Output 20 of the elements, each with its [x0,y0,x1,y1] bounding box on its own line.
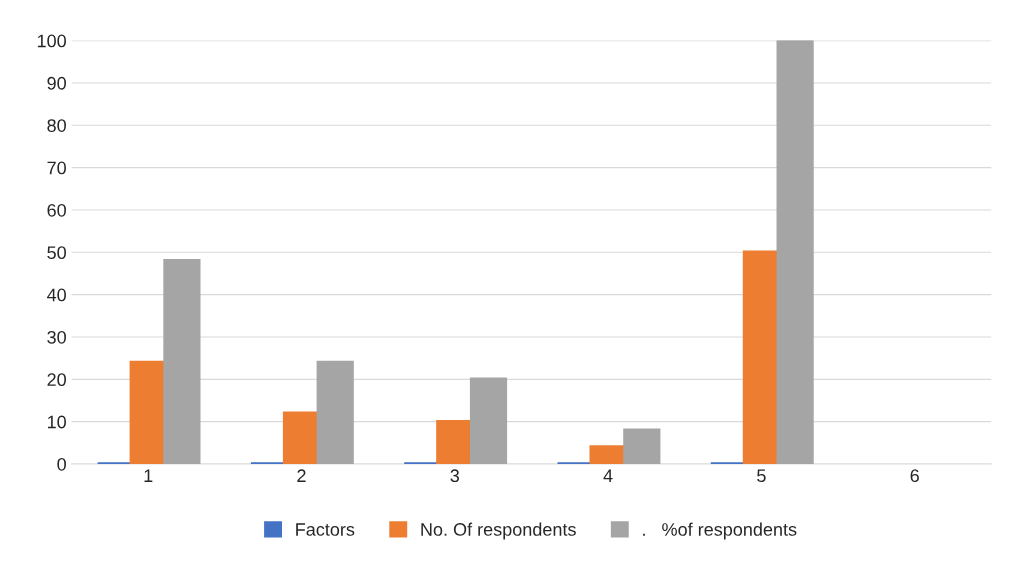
x-tick-label: 6 [910,469,919,483]
y-tick-label: 60 [47,203,66,217]
x-tick-label: 4 [603,469,613,482]
y-tick-label: 80 [47,119,66,132]
x-tick-label: 2 [297,469,306,482]
y-tick-label: 100 [37,34,66,48]
legend-label: Factors [296,523,355,536]
y-tick-label: 40 [47,288,66,302]
y-tick-label: 0 [57,457,66,471]
y-tick-label: 90 [47,76,66,90]
legend-label: . %of respondents [643,522,797,540]
y-tick-label: 10 [47,415,66,429]
y-tick-label: 70 [47,161,66,175]
x-tick-label: 3 [450,469,460,483]
y-tick-label: 50 [47,246,66,260]
y-tick-label: 20 [47,373,66,387]
legend-label: No. Of respondents [421,522,576,540]
y-tick-label: 30 [47,330,66,344]
x-tick-label: 5 [757,469,766,483]
x-tick-label: 1 [144,469,153,482]
